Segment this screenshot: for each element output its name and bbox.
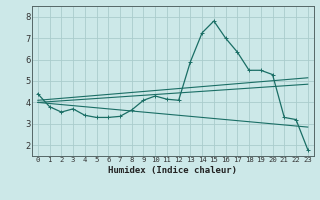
X-axis label: Humidex (Indice chaleur): Humidex (Indice chaleur): [108, 166, 237, 175]
